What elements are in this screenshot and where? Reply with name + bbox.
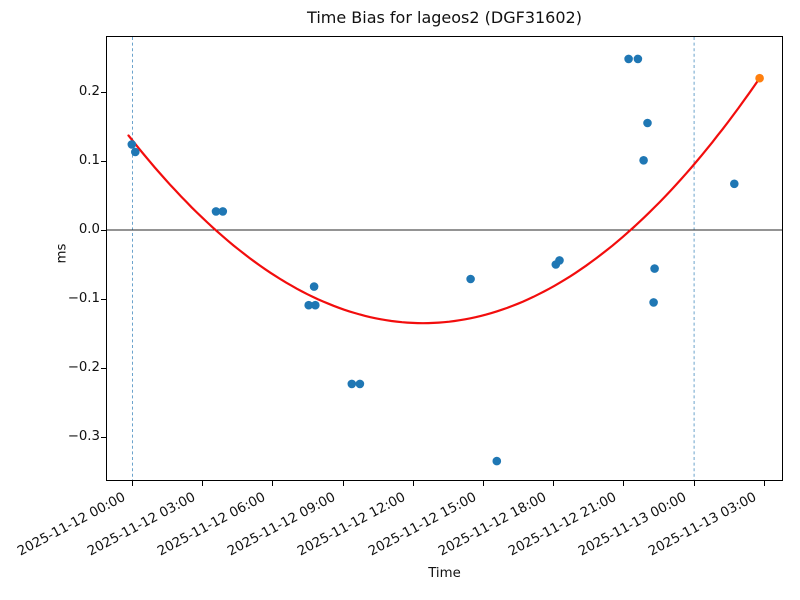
y-tick-label: 0.0 (78, 222, 100, 237)
y-tick-label: −0.1 (67, 291, 100, 306)
y-tick-mark (101, 367, 106, 369)
data-point (643, 118, 652, 128)
x-tick-mark (763, 481, 765, 486)
y-axis-label: ms (54, 243, 70, 264)
y-tick-mark (101, 229, 106, 231)
data-point (649, 298, 658, 307)
x-tick-mark (483, 481, 484, 486)
x-tick-mark (202, 481, 204, 486)
x-tick-mark (623, 481, 625, 486)
data-point (304, 300, 313, 310)
data-point (311, 300, 320, 310)
data-point (639, 156, 648, 165)
plot-area (106, 36, 783, 481)
data-point (555, 256, 564, 265)
data-point (347, 379, 357, 389)
prediction-point (755, 73, 764, 83)
x-axis-label: Time (428, 566, 461, 581)
plot-canvas (107, 37, 782, 480)
x-tick-mark (693, 481, 695, 486)
x-tick-mark (553, 481, 555, 486)
data-point (466, 274, 475, 284)
data-point (211, 207, 221, 216)
data-point (355, 379, 365, 389)
data-point (650, 264, 659, 273)
y-tick-label: 0.2 (78, 84, 100, 99)
data-point (633, 54, 643, 64)
y-tick-label: 0.1 (78, 153, 100, 168)
y-tick-label: −0.3 (67, 429, 100, 444)
y-tick-label: −0.2 (67, 360, 100, 375)
x-tick-mark (132, 481, 133, 486)
y-tick-mark (101, 436, 106, 438)
data-point (624, 54, 633, 64)
y-tick-mark (101, 160, 106, 162)
data-point (309, 282, 319, 291)
data-point (730, 179, 739, 189)
data-point (218, 207, 228, 216)
x-tick-mark (342, 481, 344, 486)
chart-title: Time Bias for lageos2 (DGF31602) (307, 8, 582, 27)
x-tick-mark (412, 481, 414, 486)
fit-curve (127, 77, 761, 325)
data-point (131, 147, 140, 157)
x-tick-mark (272, 481, 274, 486)
y-tick-mark (101, 91, 106, 93)
data-point (492, 456, 502, 466)
data-point (127, 140, 137, 149)
y-tick-mark (101, 298, 106, 300)
